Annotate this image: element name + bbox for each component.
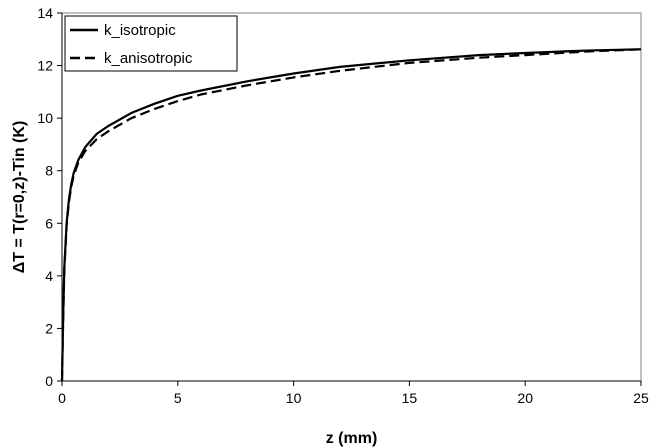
x-tick-label: 5 [174, 390, 182, 406]
legend-label-k-anisotropic: k_anisotropic [104, 50, 193, 67]
y-tick-label: 14 [37, 5, 53, 21]
legend-label-k-isotropic: k_isotropic [104, 22, 176, 39]
legend-box [64, 15, 238, 72]
y-axis-title: ΔT = T(r=0,z)-Tin (K) [11, 121, 28, 274]
y-axis: 0 2 4 6 8 10 12 14 [37, 5, 63, 389]
y-tick-label: 4 [45, 268, 53, 284]
series-layer [60, 48, 642, 382]
y-tick-label: 0 [45, 373, 53, 389]
x-tick-label: 20 [517, 390, 533, 406]
x-axis-title: z (mm) [326, 430, 378, 447]
plot-area [61, 12, 642, 382]
y-tick-label: 12 [37, 58, 53, 74]
y-tick-label: 8 [45, 163, 53, 179]
y-tick-label: 10 [37, 110, 53, 126]
series-line-k-anisotropic [60, 48, 642, 382]
x-tick-label: 25 [633, 390, 649, 406]
y-tick-label: 2 [45, 320, 53, 336]
x-axis: 0 5 10 15 20 25 [58, 380, 649, 406]
y-tick-label: 6 [45, 215, 53, 231]
x-tick-label: 15 [402, 390, 418, 406]
x-tick-label: 0 [58, 390, 66, 406]
x-tick-label: 10 [286, 390, 302, 406]
legend: k_isotropic k_anisotropic [64, 15, 238, 72]
